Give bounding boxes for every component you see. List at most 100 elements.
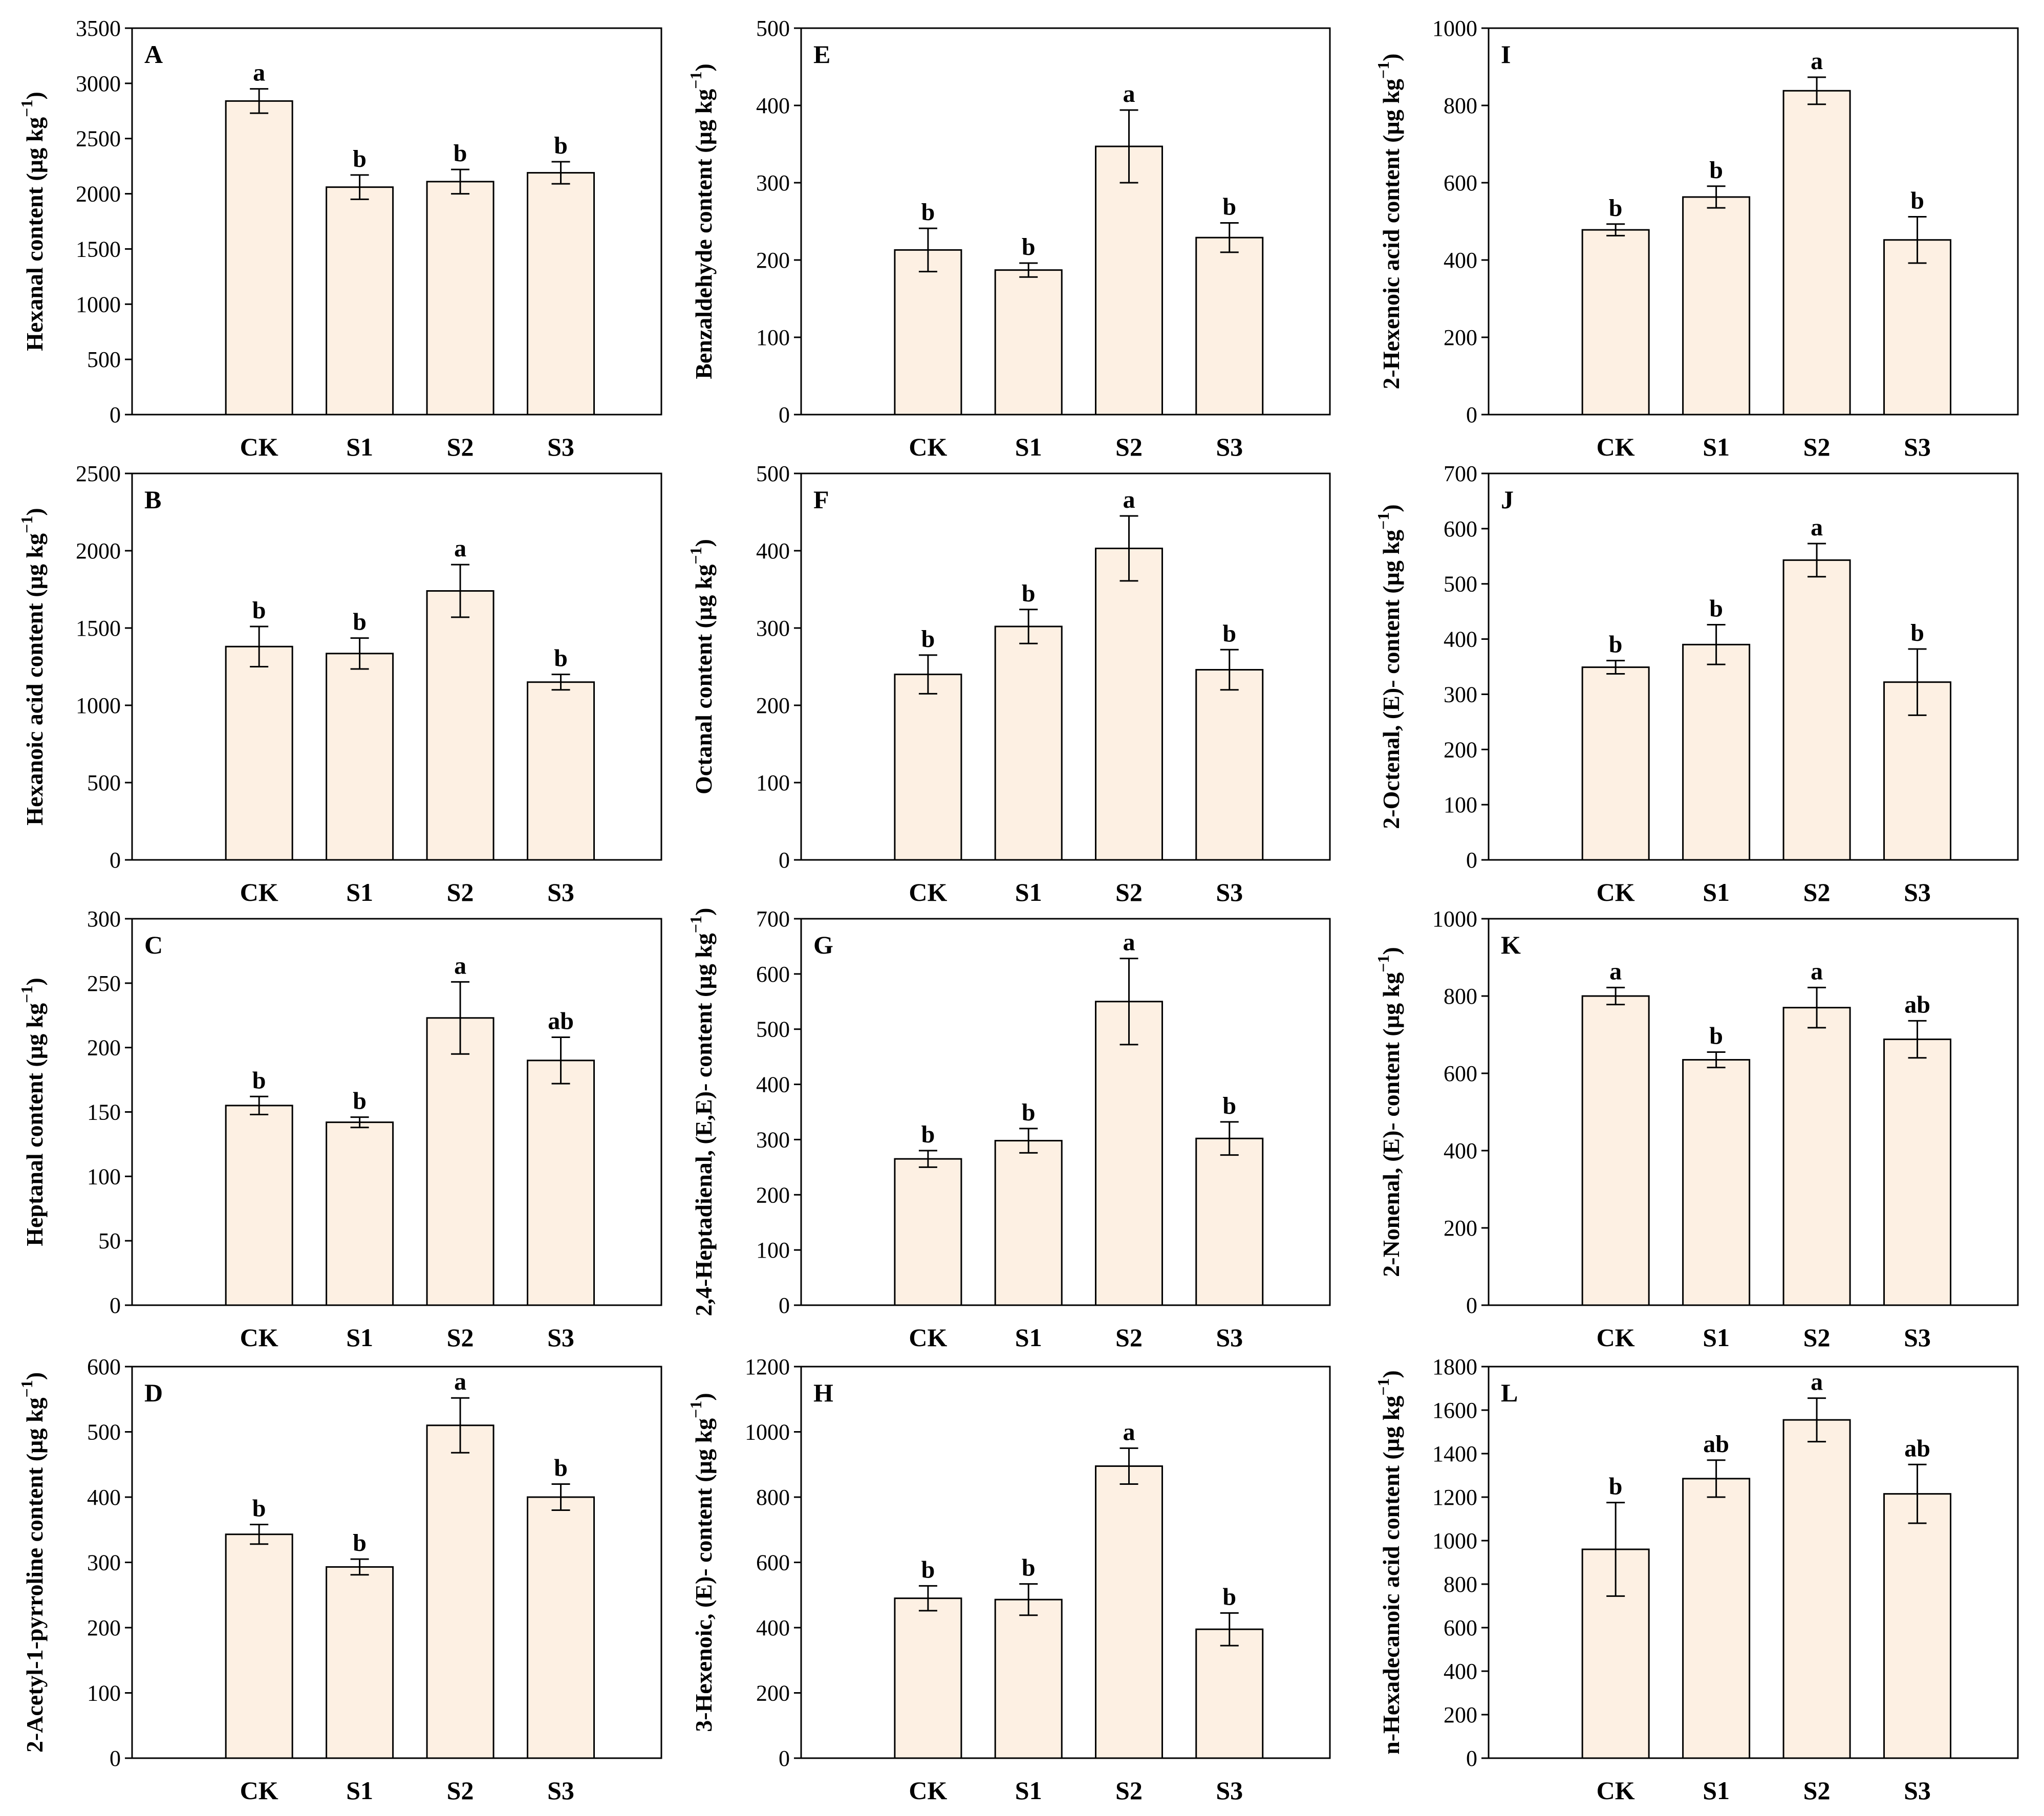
significance-label: b [454, 140, 467, 167]
plot-frame [131, 27, 662, 416]
y-axis-title-tail: ) [21, 508, 48, 515]
plot-frame [131, 472, 662, 861]
y-axis-title: Octanal content (µg kg−1) [686, 539, 717, 794]
bar-CK [225, 1105, 293, 1306]
y-tick-label: 500 [87, 1420, 121, 1445]
y-tick-label: 100 [1444, 792, 1477, 817]
category-label-S1: S1 [1015, 1776, 1042, 1805]
y-axis-title-main: Heptanal content (µg kg [21, 1003, 48, 1246]
y-tick-label: 200 [756, 1182, 790, 1207]
category-label-S3: S3 [1904, 433, 1931, 461]
bar-S1 [326, 653, 394, 861]
category-label-S1: S1 [1015, 878, 1042, 906]
y-axis-title-sup: −1 [686, 547, 705, 564]
bar-S2 [1782, 1419, 1851, 1759]
category-label-S2: S2 [447, 1776, 474, 1805]
category-label-S3: S3 [547, 1776, 574, 1805]
y-tick-label: 300 [87, 906, 121, 932]
plot-frame [1488, 918, 2019, 1306]
y-tick-label: 600 [1444, 516, 1477, 542]
category-label-CK: CK [909, 433, 947, 461]
y-tick-label: 1200 [745, 1354, 790, 1379]
bar-S2 [1094, 145, 1163, 416]
category-label-S2: S2 [447, 433, 474, 461]
significance-label: b [1910, 619, 1924, 646]
y-tick-label: 250 [87, 971, 121, 996]
category-label-S3: S3 [547, 1323, 574, 1352]
y-axis-title: 3-Hexenoic, (E)- content (µg kg−1) [686, 1393, 717, 1732]
y-tick-label: 600 [756, 1550, 790, 1575]
category-label-S2: S2 [447, 1323, 474, 1352]
y-tick-label: 1000 [1432, 16, 1477, 41]
category-label-CK: CK [1597, 1776, 1635, 1805]
panel-letter: L [1501, 1378, 1518, 1407]
significance-label: b [921, 199, 935, 226]
y-tick-label: 400 [1444, 1138, 1477, 1163]
y-tick-label: 500 [756, 1017, 790, 1042]
y-axis-title: Hexanoic acid content (µg kg−1) [17, 508, 48, 825]
y-tick-label: 800 [1444, 93, 1477, 118]
significance-label: b [1609, 1473, 1623, 1500]
significance-label: b [353, 145, 367, 172]
y-tick-label: 400 [1444, 627, 1477, 652]
y-tick-label: 0 [779, 1293, 790, 1318]
y-tick-label: 200 [1444, 1216, 1477, 1241]
significance-label: ab [1904, 1435, 1930, 1462]
panel-letter: H [813, 1378, 833, 1407]
y-tick-label: 50 [98, 1228, 121, 1253]
panel-letter: J [1501, 485, 1514, 514]
y-tick-label: 1000 [745, 1420, 790, 1445]
y-tick-label: 400 [1444, 1659, 1477, 1684]
y-axis-title-main: Hexanoic acid content (µg kg [21, 533, 48, 826]
category-label-S2: S2 [1803, 1776, 1831, 1805]
bar-CK [1581, 666, 1650, 861]
bar-S2 [1094, 547, 1163, 861]
significance-label: b [921, 1121, 935, 1148]
category-label-S1: S1 [1703, 1323, 1730, 1352]
category-label-S3: S3 [547, 433, 574, 461]
y-tick-label: 500 [87, 347, 121, 372]
category-label-CK: CK [909, 1776, 947, 1805]
y-tick-label: 200 [756, 1681, 790, 1706]
chart-panel-C: 0 50 100 150 200 250 300 Cb CK b S1 a S2 ab S3 Heptanal… [17, 906, 662, 1352]
bar-S3 [1883, 239, 1952, 416]
y-axis-title-main: n-Hexadecanoic acid content (µg kg [1378, 1396, 1404, 1755]
y-tick-label: 400 [1444, 248, 1477, 273]
bar-S1 [326, 1566, 394, 1759]
y-tick-label: 1000 [1432, 906, 1477, 932]
y-axis-title-sup: −1 [17, 1380, 36, 1397]
significance-label: a [253, 59, 265, 87]
significance-label: b [252, 1495, 266, 1522]
significance-label: a [1811, 958, 1823, 985]
y-tick-label: 300 [756, 616, 790, 641]
y-axis-title-sup: −1 [17, 99, 36, 117]
y-axis-title-sup: −1 [686, 72, 705, 89]
category-label-S2: S2 [1115, 878, 1143, 906]
category-label-CK: CK [240, 1776, 278, 1805]
y-tick-label: 0 [1466, 1293, 1477, 1318]
y-axis-title-main: 2-Acetyl-1-pyrroline content (µg kg [21, 1397, 48, 1753]
significance-label: b [353, 1088, 367, 1115]
significance-label: b [921, 1556, 935, 1583]
category-label-S1: S1 [1015, 433, 1042, 461]
category-label-S1: S1 [1703, 878, 1730, 906]
y-axis-title-sup: −1 [1374, 61, 1392, 79]
y-tick-label: 800 [756, 1485, 790, 1510]
y-axis-title-sup: −1 [1374, 1378, 1392, 1395]
chart-panel-G: 0 100 200 300 400 500 600 700 Gb CK b S1 a S2 b S3 2,4-H… [686, 906, 1331, 1352]
y-tick-label: 2000 [76, 538, 121, 564]
bar-S2 [1782, 90, 1851, 416]
bar-CK [1581, 995, 1650, 1306]
category-label-S3: S3 [1904, 1323, 1931, 1352]
plot-frame [800, 472, 1331, 861]
panel-letter: K [1501, 931, 1521, 959]
bar-S3 [527, 681, 595, 861]
bar-CK [894, 1597, 962, 1759]
y-tick-label: 200 [1444, 737, 1477, 762]
chart-panel-E: 0 100 200 300 400 500 Eb CK b S1 a S2 b S3 Benzaldehyd… [686, 16, 1331, 461]
y-axis-title: 2-Acetyl-1-pyrroline content (µg kg−1) [17, 1372, 48, 1753]
y-tick-label: 3000 [76, 71, 121, 96]
bar-CK [894, 1158, 962, 1306]
bar-S1 [1682, 196, 1751, 416]
y-tick-label: 0 [1466, 848, 1477, 873]
